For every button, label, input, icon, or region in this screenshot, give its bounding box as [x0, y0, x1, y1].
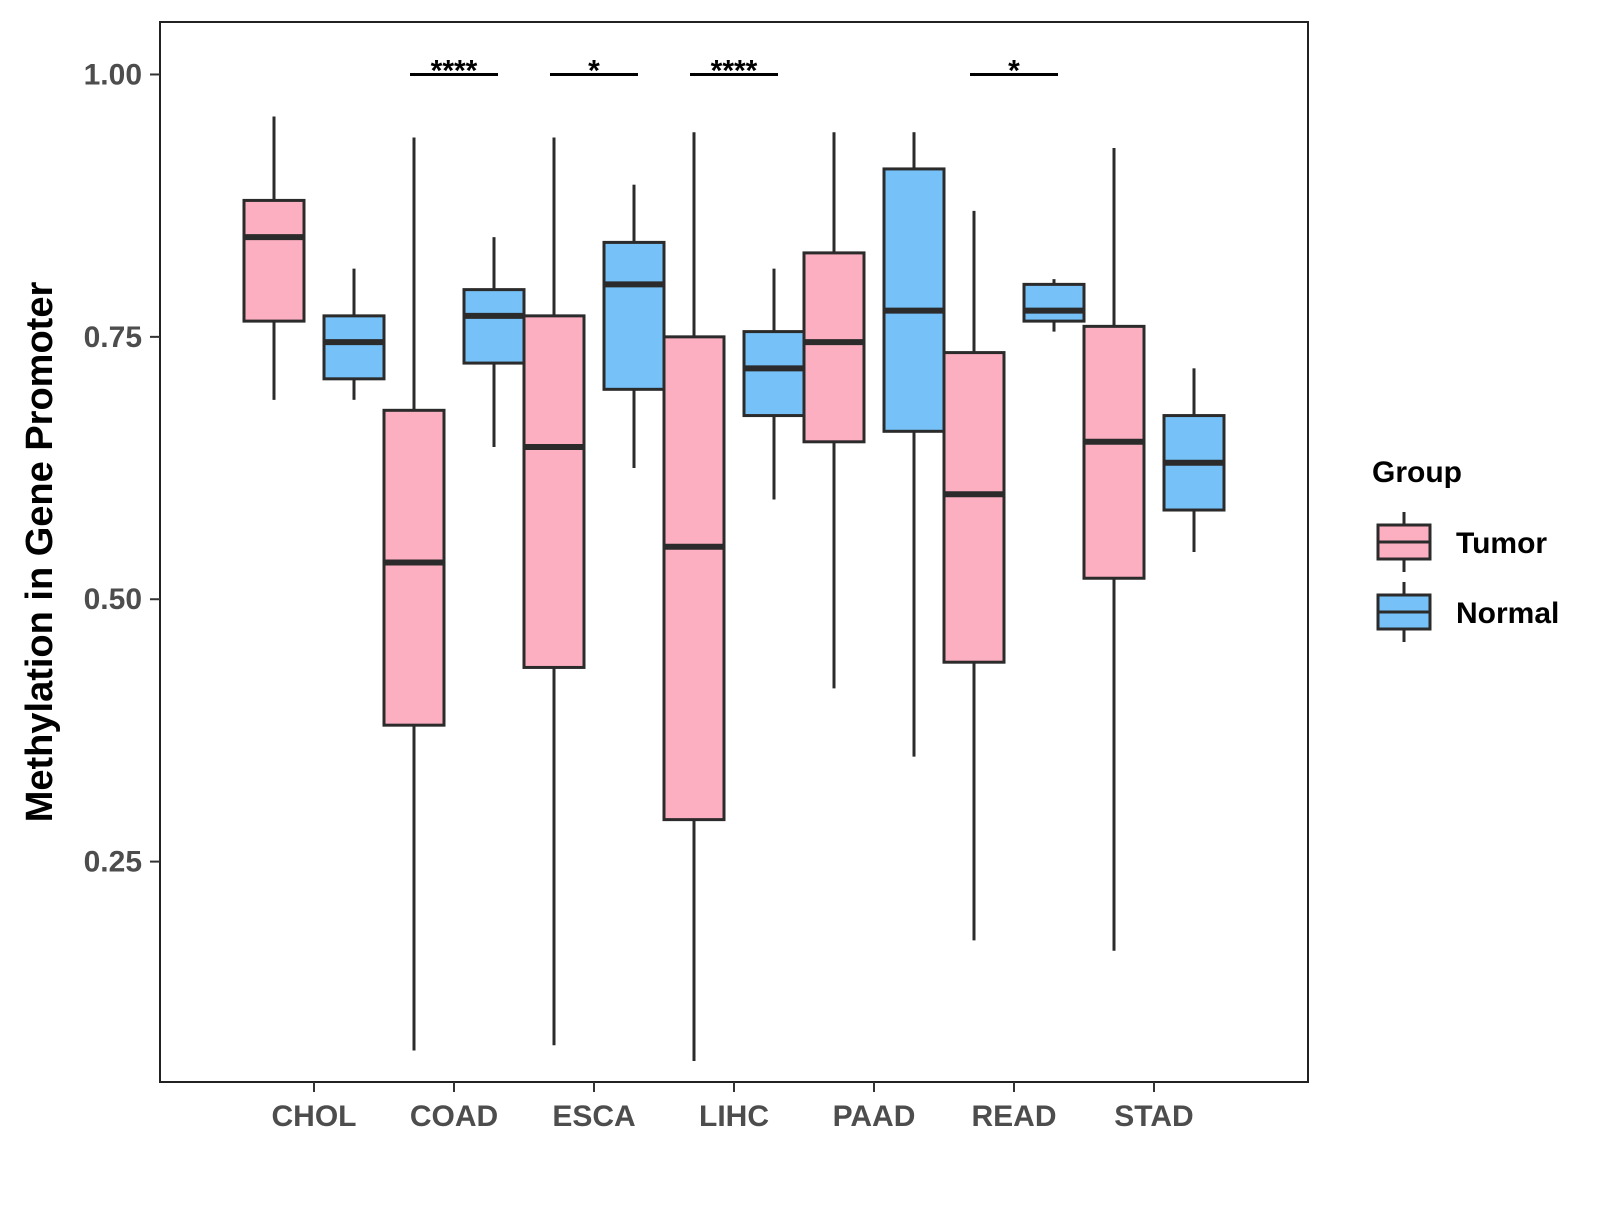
box-body — [742, 330, 806, 418]
legend-item-normal: Normal — [1376, 582, 1559, 642]
box-body — [522, 314, 586, 669]
box-body — [382, 408, 446, 727]
y-tick-label: 0.75 — [84, 321, 142, 354]
y-tick-label: 0.25 — [84, 846, 142, 879]
significance-label: * — [588, 54, 600, 87]
box-body — [662, 335, 726, 822]
x-tick-label: ESCA — [552, 1100, 635, 1133]
box-body — [462, 288, 526, 365]
box-body — [242, 198, 306, 323]
box-tumor-esca — [522, 137, 586, 1046]
significance-label: **** — [711, 54, 758, 87]
box-normal-lihc — [742, 268, 806, 500]
axis-layer: 0.25 0.50 0.75 1.00 Methylation in Gene Prom… — [19, 21, 1309, 1133]
box-tumor-coad — [382, 137, 446, 1051]
box-tumor-paad — [802, 132, 866, 689]
box-tumor-lihc — [662, 132, 726, 1062]
box-body — [942, 351, 1006, 664]
box-body — [602, 240, 666, 391]
x-tick-label: PAAD — [833, 1100, 916, 1133]
x-tick-label: LIHC — [699, 1100, 769, 1133]
box-normal-stad — [1162, 368, 1226, 552]
legend-label: Tumor — [1456, 527, 1547, 560]
box-body — [1022, 282, 1086, 323]
legend-label: Normal — [1456, 597, 1559, 630]
x-tick-label: STAD — [1114, 1100, 1193, 1133]
legend-item-tumor: Tumor — [1376, 512, 1547, 572]
box-normal-chol — [322, 268, 386, 400]
box-normal-read — [1022, 279, 1086, 332]
box-body — [802, 251, 866, 444]
legend: Group Tumor Normal — [1372, 456, 1559, 642]
x-tick-label: CHOL — [272, 1100, 357, 1133]
significance-label: * — [1008, 54, 1020, 87]
box-normal-coad — [462, 237, 526, 448]
significance-label: **** — [431, 54, 478, 87]
box-normal-esca — [602, 184, 666, 469]
x-tick-label: READ — [971, 1100, 1056, 1133]
y-tick-label: 1.00 — [84, 58, 142, 91]
box-tumor-stad — [1082, 147, 1146, 951]
box-normal-paad — [882, 132, 946, 757]
legend-title: Group — [1372, 456, 1462, 489]
box-tumor-read — [942, 210, 1006, 941]
y-tick-label: 0.50 — [84, 583, 142, 616]
x-tick-label: COAD — [410, 1100, 498, 1133]
box-body — [322, 314, 386, 381]
plot-layer: **** * **** * — [242, 54, 1226, 1062]
box-body — [1082, 324, 1146, 580]
box-tumor-chol — [242, 116, 306, 400]
box-body — [882, 167, 946, 433]
y-axis-title: Methylation in Gene Promoter — [19, 282, 61, 823]
